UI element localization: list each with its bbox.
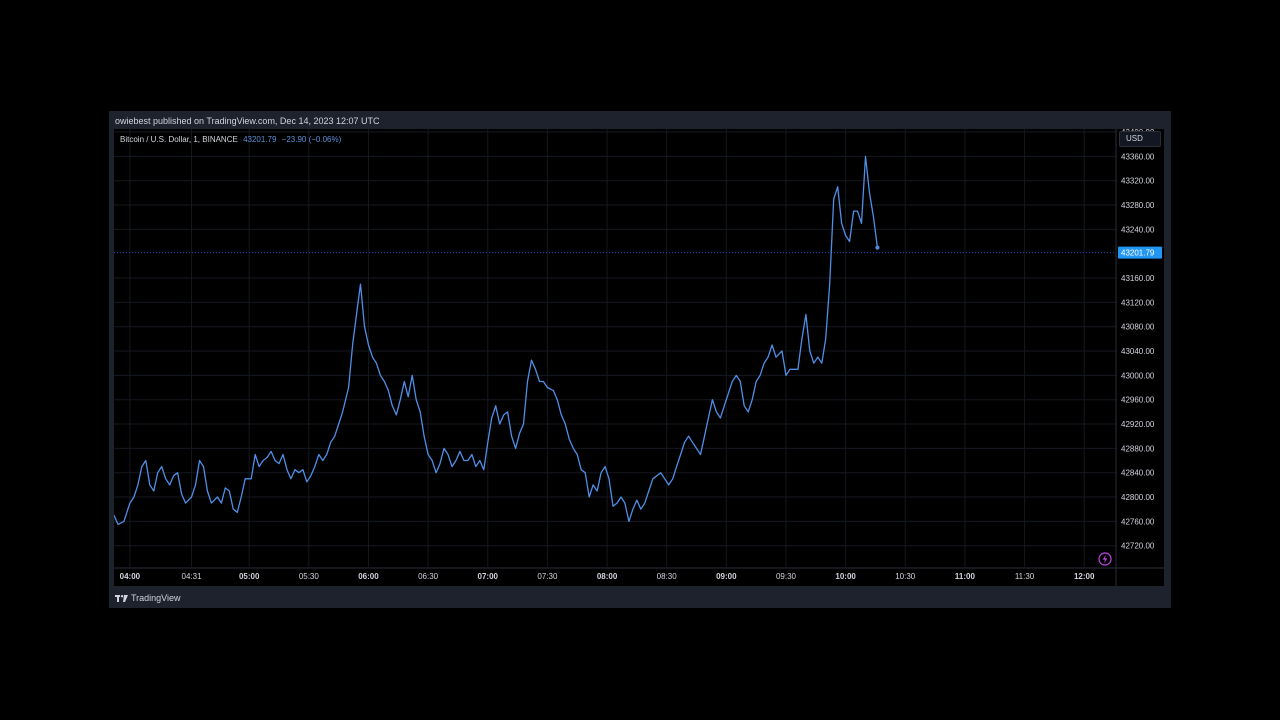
symbol-name: Bitcoin / U.S. Dollar, 1, BINANCE [120,135,238,144]
tradingview-brand: TradingView [131,593,181,603]
y-tick-label: 42840.00 [1121,469,1155,478]
y-tick-label: 43120.00 [1121,298,1155,307]
y-tick-label: 43240.00 [1121,225,1155,234]
y-tick-label: 43080.00 [1121,323,1155,332]
symbol-legend: Bitcoin / U.S. Dollar, 1, BINANCE 43201.… [120,135,341,144]
x-tick-label: 11:30 [1015,572,1035,581]
x-tick-label: 08:00 [597,572,618,581]
price-chart[interactable]: 43400.0043360.0043320.0043280.0043240.00… [114,129,1164,586]
legend-change: −23.90 (−0.06%) [281,135,342,144]
y-tick-label: 42720.00 [1121,542,1155,551]
last-point-dot [875,245,880,250]
y-tick-label: 43040.00 [1121,347,1155,356]
lightning-icon[interactable] [1098,552,1112,566]
x-tick-label: 06:30 [418,572,439,581]
x-tick-label: 10:30 [895,572,916,581]
x-tick-label: 07:00 [478,572,499,581]
y-tick-label: 43320.00 [1121,177,1155,186]
chart-area[interactable]: 43400.0043360.0043320.0043280.0043240.00… [114,129,1164,586]
x-tick-label: 05:00 [239,572,260,581]
x-tick-label: 06:00 [358,572,379,581]
y-tick-label: 42880.00 [1121,444,1155,453]
last-price-label-bg [1118,246,1162,259]
x-tick-label: 12:00 [1074,572,1095,581]
y-tick-label: 43000.00 [1121,371,1155,380]
last-price-label: 43201.79 [1121,249,1155,258]
x-tick-label: 08:30 [657,572,678,581]
tradingview-logo[interactable]: TradingView [115,593,181,603]
y-tick-label: 43360.00 [1121,152,1155,161]
y-tick-label: 43160.00 [1121,274,1155,283]
y-tick-label: 43280.00 [1121,201,1155,210]
x-tick-label: 07:30 [537,572,558,581]
x-tick-label: 09:00 [716,572,737,581]
price-series-points [114,156,878,525]
x-tick-label: 05:30 [299,572,320,581]
y-tick-label: 42960.00 [1121,396,1155,405]
tradingview-logo-icon [115,594,128,602]
x-tick-label: 04:00 [120,572,141,581]
x-tick-label: 09:30 [776,572,797,581]
price-series-line [114,155,879,526]
y-tick-label: 42920.00 [1121,420,1155,429]
x-tick-label: 04:31 [182,572,203,581]
published-caption: owiebest published on TradingView.com, D… [115,116,380,126]
x-tick-label: 11:00 [955,572,976,581]
legend-price: 43201.79 [243,135,277,144]
chart-frame: owiebest published on TradingView.com, D… [109,111,1171,608]
x-tick-label: 10:00 [835,572,856,581]
y-tick-label: 42760.00 [1121,517,1155,526]
y-tick-label: 42800.00 [1121,493,1155,502]
currency-button[interactable]: USD [1119,131,1161,147]
